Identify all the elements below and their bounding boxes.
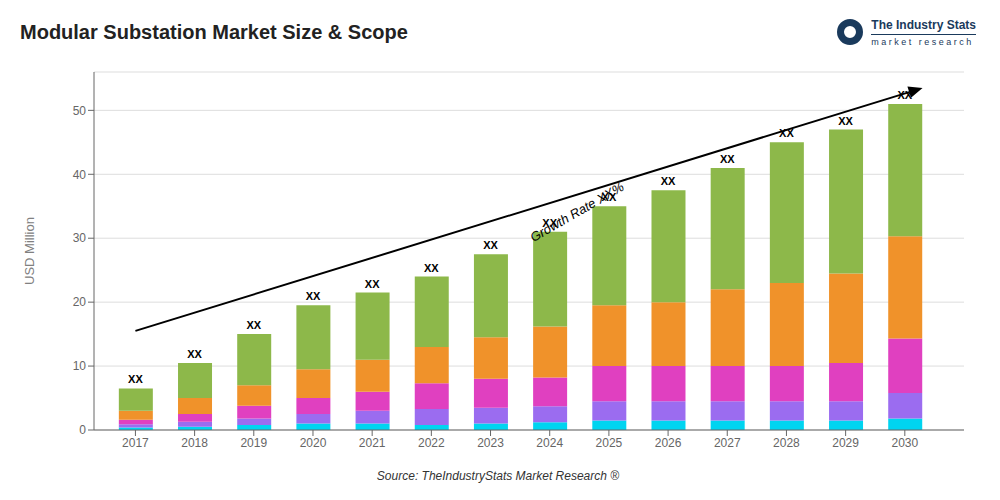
svg-text:2018: 2018 (181, 436, 208, 450)
svg-text:2027: 2027 (714, 436, 741, 450)
html-text:The Industry Stats: The Industry Stats (871, 17, 976, 32)
svg-text:XX: XX (661, 175, 676, 187)
svg-text:XX: XX (187, 348, 202, 360)
svg-text:XX: XX (720, 153, 735, 165)
svg-text:XX: XX (897, 89, 912, 101)
svg-text:XX: XX (306, 290, 321, 302)
svg-text:2024: 2024 (536, 436, 563, 450)
svg-text:XX: XX (838, 115, 853, 127)
svg-text:2028: 2028 (773, 436, 800, 450)
svg-text:2017: 2017 (122, 436, 149, 450)
svg-text:USD Million: USD Million (22, 217, 37, 285)
html-text:Modular Substation Market Size: Modular Substation Market Size & Scope (20, 20, 408, 43)
svg-text:2030: 2030 (891, 436, 918, 450)
svg-text:0: 0 (79, 423, 86, 437)
svg-text:2025: 2025 (596, 436, 623, 450)
svg-text:XX: XX (128, 373, 143, 385)
svg-text:30: 30 (73, 231, 87, 245)
svg-text:XX: XX (424, 262, 439, 274)
svg-text:50: 50 (73, 104, 87, 118)
svg-text:XX: XX (602, 191, 617, 203)
svg-text:Growth Rate XX%: Growth Rate XX% (528, 179, 627, 245)
svg-text:XX: XX (483, 239, 498, 251)
svg-text:XX: XX (779, 127, 794, 139)
svg-text:40: 40 (73, 168, 87, 182)
svg-text:10: 10 (73, 359, 87, 373)
svg-text:2023: 2023 (477, 436, 504, 450)
svg-text:2029: 2029 (832, 436, 859, 450)
svg-text:2019: 2019 (240, 436, 267, 450)
svg-text:2026: 2026 (655, 436, 682, 450)
html-text:Source: TheIndustryStats Marke: Source: TheIndustryStats Market Research… (376, 469, 620, 483)
html-text:m a r k e t r e s e a r c h: m a r k e t r e s e a r c h (871, 36, 972, 47)
svg-text:2021: 2021 (359, 436, 386, 450)
svg-text:20: 20 (73, 295, 87, 309)
svg-text:XX: XX (365, 278, 380, 290)
svg-text:XX: XX (542, 217, 557, 229)
svg-text:2020: 2020 (300, 436, 327, 450)
svg-text:XX: XX (246, 319, 261, 331)
svg-text:2022: 2022 (418, 436, 445, 450)
